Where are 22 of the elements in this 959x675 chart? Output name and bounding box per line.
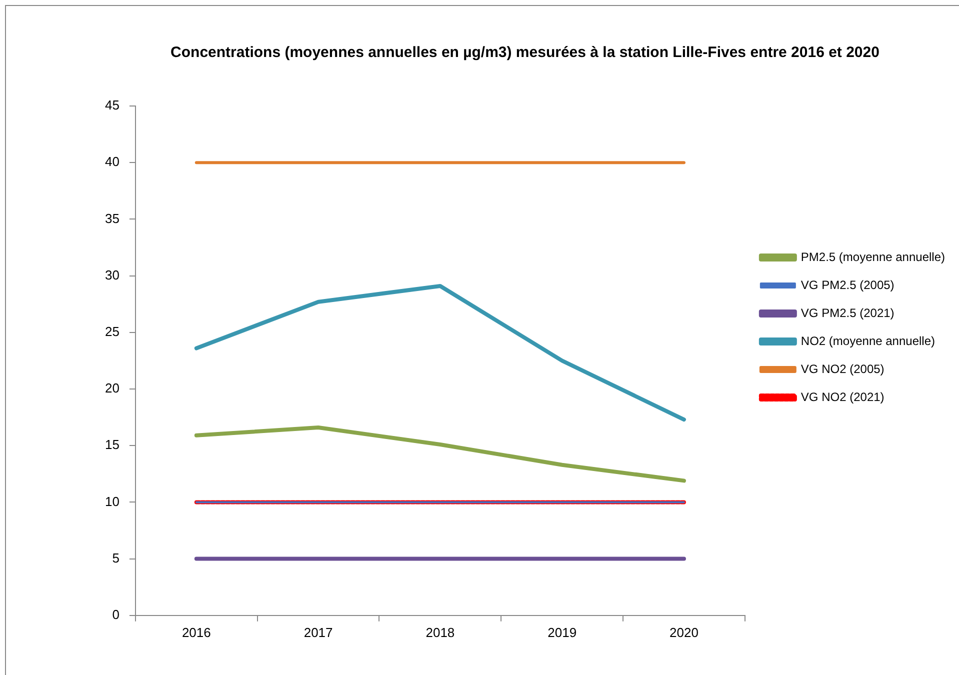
y-tick-label: 30 (104, 267, 120, 282)
x-tick-label: 2018 (426, 624, 455, 640)
x-tick-label: 2020 (670, 624, 698, 640)
legend-label: VG NO2 (2021) (800, 390, 884, 404)
y-tick-label: 5 (112, 550, 120, 566)
y-tick-label: 15 (104, 437, 120, 452)
chart-title: Concentrations (moyennes annuelles en µg/m3) mesurées à la station Lille-Fives entre 2016 et 2020 (170, 44, 880, 62)
legend-label: VG NO2 (2005) (800, 362, 884, 376)
legend-label: VG PM2.5 (2005) (800, 278, 894, 292)
legend-label: VG PM2.5 (2021) (800, 306, 894, 320)
x-tick-label: 2019 (548, 624, 577, 640)
y-tick-label: 40 (104, 154, 120, 170)
y-tick-label: 45 (104, 98, 120, 113)
legend-label: PM2.5 (moyenne annuelle) (800, 250, 946, 264)
x-tick-label: 2017 (304, 624, 333, 640)
y-tick-label: 25 (104, 324, 120, 339)
y-tick-label: 10 (104, 494, 120, 509)
x-tick-label: 2016 (182, 624, 211, 640)
y-tick-label: 35 (104, 210, 120, 226)
legend-label: NO2 (moyenne annuelle) (800, 334, 935, 348)
y-tick-label: 0 (112, 606, 120, 622)
y-tick-label: 20 (104, 380, 120, 396)
